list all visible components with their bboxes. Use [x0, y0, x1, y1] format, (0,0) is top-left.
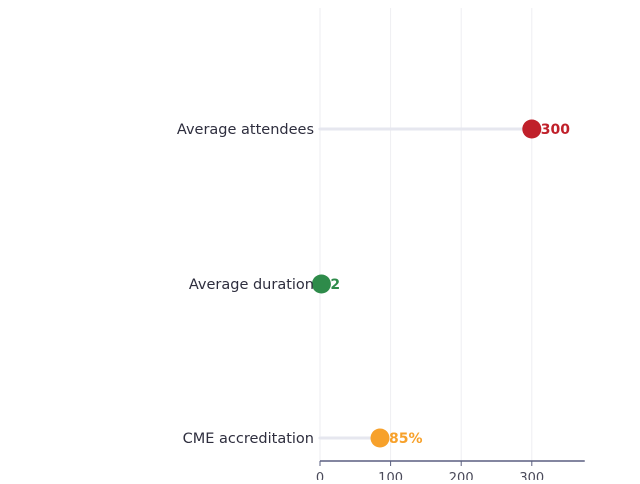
- x-axis: 0 100 200 300: [316, 460, 585, 484]
- grid-layer: [319, 8, 533, 461]
- value-label-0: 300: [541, 122, 570, 138]
- x-tick-label-0: 0: [316, 471, 324, 480]
- marks-layer: Average attendees 300 Average duration 2 CME…: [177, 119, 570, 448]
- value-label-1: 2: [330, 277, 340, 293]
- category-label-0: Average attendees: [177, 122, 314, 138]
- lollipop-2: CME accreditation 85%: [183, 428, 423, 448]
- lollipop-dot-2: [370, 428, 390, 448]
- x-tick-label-3: 300: [519, 471, 544, 480]
- category-label-1: Average duration: [189, 277, 314, 293]
- value-label-2: 85%: [389, 431, 423, 447]
- category-label-2: CME accreditation: [183, 431, 314, 447]
- lollipop-1: Average duration 2: [189, 274, 340, 294]
- lollipop-dot-0: [522, 119, 542, 139]
- x-tick-label-1: 100: [378, 471, 403, 480]
- lollipop-dot-1: [311, 274, 331, 294]
- lollipop-0: Average attendees 300: [177, 119, 570, 139]
- x-tick-label-2: 200: [449, 471, 474, 480]
